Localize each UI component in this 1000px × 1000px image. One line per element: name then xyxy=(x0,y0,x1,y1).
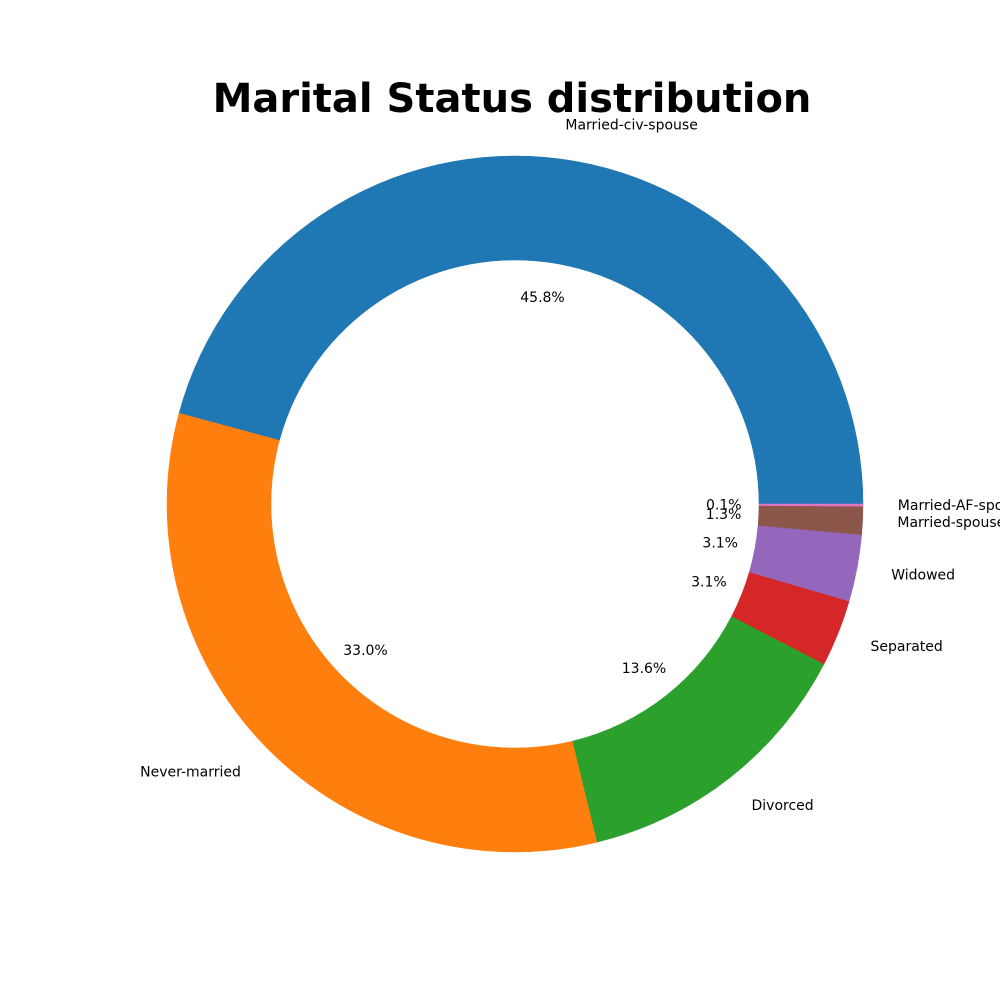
slice-label-married-civ-spouse: Married-civ-spouse xyxy=(565,118,697,134)
slices-layer xyxy=(166,155,864,853)
pct-label-married-af-spouse: 0.1% xyxy=(706,498,742,514)
pct-label-divorced: 13.6% xyxy=(622,661,666,677)
slice-married-civ-spouse xyxy=(178,155,864,505)
slice-married-af-spouse xyxy=(758,503,864,507)
slice-label-married-spouse-absent: Married-spouse-absent xyxy=(897,515,1000,531)
pct-label-separated: 3.1% xyxy=(691,575,727,591)
pct-label-married-civ-spouse: 45.8% xyxy=(520,290,564,306)
labels-layer: Married-civ-spouse 45.8% Never-married 33.0… xyxy=(140,118,1000,815)
slice-never-married xyxy=(166,412,598,853)
slice-label-widowed: Widowed xyxy=(891,568,955,584)
chart-title: Marital Status distribution xyxy=(213,76,812,122)
pct-label-married-spouse-absent: 1.3% xyxy=(706,507,742,523)
slice-label-divorced: Divorced xyxy=(752,798,814,814)
slice-label-separated: Separated xyxy=(871,639,943,655)
pct-label-widowed: 3.1% xyxy=(702,536,738,552)
slice-label-never-married: Never-married xyxy=(140,764,241,780)
pct-label-never-married: 33.0% xyxy=(343,643,387,659)
slice-label-married-af-spouse: Married-AF-spouse xyxy=(898,498,1000,514)
